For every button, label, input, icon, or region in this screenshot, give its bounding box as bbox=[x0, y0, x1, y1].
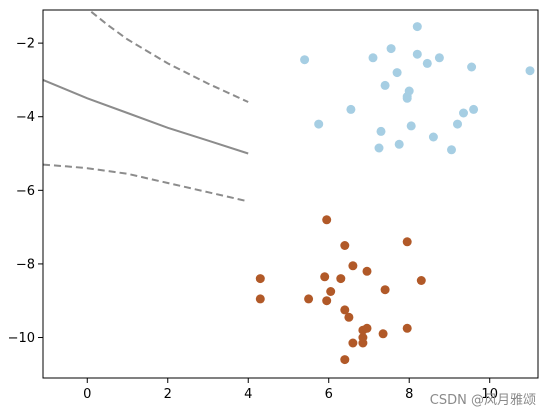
margin-line-1 bbox=[90, 11, 249, 103]
data-point-s0-20 bbox=[469, 104, 479, 114]
data-point-s1-9 bbox=[326, 287, 336, 296]
data-point-s1-8 bbox=[416, 276, 426, 285]
data-point-s1-4 bbox=[362, 266, 372, 276]
plot-frame bbox=[42, 9, 539, 379]
y-tick-label: −8 bbox=[16, 257, 35, 272]
x-tick-label: 4 bbox=[244, 387, 252, 402]
x-axis-ticks: 0 2 4 6 8 10 bbox=[83, 378, 498, 402]
data-point-s0-8 bbox=[467, 62, 477, 72]
data-point-s0-22 bbox=[374, 143, 384, 153]
data-point-s0-2 bbox=[368, 53, 378, 63]
data-point-s1-12 bbox=[304, 294, 314, 304]
data-point-s1-11 bbox=[255, 294, 265, 304]
data-point-s1-2 bbox=[402, 237, 412, 247]
data-point-s1-5 bbox=[255, 274, 265, 284]
data-point-s1-15 bbox=[344, 312, 354, 322]
margin-line-2 bbox=[42, 163, 249, 203]
boundary-lines bbox=[42, 11, 249, 203]
data-point-s0-3 bbox=[386, 44, 396, 54]
data-point-s1-0 bbox=[322, 215, 332, 225]
data-point-s1-20 bbox=[378, 329, 388, 339]
data-point-s0-23 bbox=[447, 145, 456, 155]
x-tick-label: 10 bbox=[481, 387, 498, 402]
data-point-s1-3 bbox=[348, 261, 358, 271]
data-point-s1-1 bbox=[340, 241, 350, 250]
data-point-s1-13 bbox=[322, 296, 332, 306]
y-axis-ticks: −2 −4 −6 −8 −10 bbox=[8, 37, 43, 346]
y-tick-label: −2 bbox=[16, 37, 35, 52]
data-point-s0-19 bbox=[459, 108, 468, 118]
watermark: CSDN @风月雅颂 bbox=[429, 393, 536, 408]
data-point-s1-14 bbox=[340, 305, 350, 315]
data-point-s0-13 bbox=[346, 104, 356, 114]
x-tick-label: 2 bbox=[164, 387, 172, 402]
data-point-s0-15 bbox=[376, 126, 386, 136]
x-tick-label: 6 bbox=[325, 387, 333, 402]
data-point-s0-9 bbox=[525, 66, 535, 76]
data-point-s1-6 bbox=[320, 272, 330, 282]
data-point-s1-7 bbox=[336, 274, 346, 284]
x-tick-label: 8 bbox=[405, 387, 413, 402]
data-point-s1-17 bbox=[362, 323, 372, 333]
data-point-s0-7 bbox=[434, 53, 444, 63]
y-tick-label: −6 bbox=[16, 184, 35, 199]
data-point-s0-0 bbox=[412, 22, 422, 32]
data-point-s0-16 bbox=[406, 121, 416, 131]
decision-line-0 bbox=[42, 78, 249, 155]
data-points bbox=[255, 22, 535, 365]
data-point-s0-18 bbox=[453, 119, 462, 129]
data-point-s0-24 bbox=[402, 92, 412, 101]
x-tick-label: 0 bbox=[83, 387, 91, 402]
y-tick-label: −10 bbox=[8, 331, 35, 346]
data-point-s1-22 bbox=[358, 338, 368, 348]
data-point-s0-10 bbox=[380, 80, 390, 90]
data-point-s1-10 bbox=[380, 285, 390, 295]
data-point-s0-1 bbox=[300, 55, 310, 65]
data-point-s1-23 bbox=[340, 355, 350, 365]
data-point-s0-21 bbox=[394, 139, 404, 149]
data-point-s0-4 bbox=[392, 68, 402, 78]
data-point-s1-21 bbox=[348, 338, 358, 348]
data-point-s0-5 bbox=[412, 49, 422, 59]
plot-background bbox=[43, 10, 538, 378]
data-point-s0-6 bbox=[422, 58, 432, 68]
data-point-s1-18 bbox=[402, 323, 412, 333]
data-point-s0-17 bbox=[428, 132, 438, 142]
y-tick-label: −4 bbox=[16, 110, 35, 125]
data-point-s0-14 bbox=[314, 119, 324, 129]
